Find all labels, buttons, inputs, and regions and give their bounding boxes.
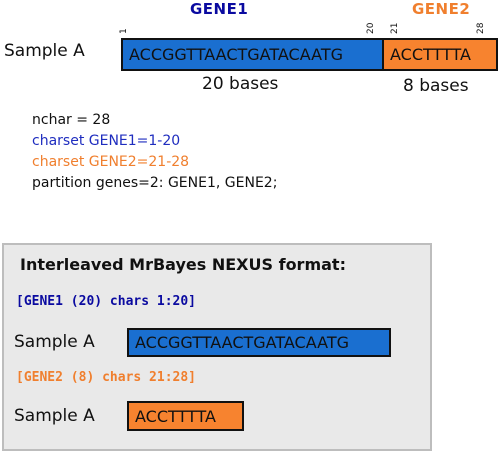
panel-title: Interleaved MrBayes NEXUS format:	[20, 255, 346, 274]
gene1-panel-sequence-box: ACCGGTTAACTGATACAATG	[127, 328, 391, 357]
nexus-format-panel: Interleaved MrBayes NEXUS format: [GENE1…	[2, 243, 432, 451]
gene1-length-label: 20 bases	[202, 74, 278, 94]
sample-label: Sample A	[4, 41, 85, 61]
partition-line: partition genes=2: GENE1, GENE2;	[32, 173, 277, 194]
gene1-panel-sequence: ACCGGTTAACTGATACAATG	[135, 333, 349, 352]
charset-gene1-line: charset GENE1=1-20	[32, 131, 277, 152]
tick-28: 28	[476, 23, 486, 34]
tick-20: 20	[366, 23, 376, 34]
gene2-partition-header: [GENE2 (8) chars 21:28]	[16, 370, 196, 385]
charset-gene2-line: charset GENE2=21-28	[32, 152, 277, 173]
gene2-title: GENE2	[412, 0, 470, 18]
tick-21: 21	[390, 23, 400, 34]
gene2-panel-sequence-box: ACCTTTTA	[127, 401, 244, 431]
gene1-sequence-box: ACCGGTTAACTGATACAATG	[121, 38, 384, 71]
gene2-sample-label: Sample A	[14, 406, 95, 426]
gene2-sequence: ACCTTTTA	[390, 45, 471, 64]
nchar-line: nchar = 28	[32, 110, 277, 131]
gene1-partition-header: [GENE1 (20) chars 1:20]	[16, 294, 196, 309]
gene2-sequence-box: ACCTTTTA	[382, 38, 498, 71]
gene1-title: GENE1	[190, 0, 248, 18]
gene2-panel-sequence: ACCTTTTA	[135, 407, 216, 426]
tick-1: 1	[119, 28, 129, 34]
gene1-sequence: ACCGGTTAACTGATACAATG	[129, 45, 343, 64]
code-block: nchar = 28 charset GENE1=1-20 charset GE…	[32, 110, 277, 194]
gene1-sample-label: Sample A	[14, 332, 95, 352]
gene2-length-label: 8 bases	[403, 76, 469, 96]
